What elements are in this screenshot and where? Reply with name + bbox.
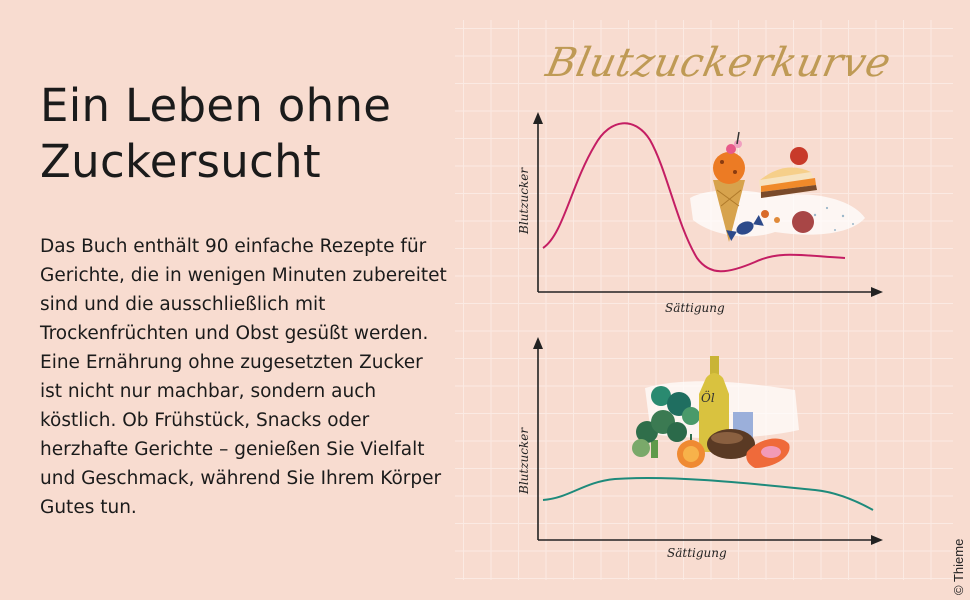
page-title: Ein Leben ohne Zuckersucht [40, 78, 450, 190]
sweets-illustration [690, 131, 865, 242]
bottom-x-axis-label: Sättigung [667, 546, 727, 560]
description-paragraph-1: Das Buch enthält 90 einfache Rezepte für… [40, 236, 447, 344]
top-y-arrow [533, 112, 543, 124]
healthy-food-illustration [632, 356, 799, 468]
title-line-2: Zuckersucht [40, 135, 321, 188]
bottom-y-axis-label: Blutzucker [517, 427, 531, 494]
cone-shape [713, 180, 745, 242]
candy-shape [726, 214, 764, 242]
bottom-x-arrow [871, 535, 883, 545]
oil-bottle-neck [710, 356, 719, 378]
illustration-title: Blutzuckerkurve [542, 40, 896, 86]
bottom-chart-axes [537, 345, 875, 541]
cake-shape [759, 147, 817, 198]
blood-sugar-illustration: Blutzuckerkurve Blutzucker Sättigung Blu… [455, 20, 953, 580]
oil-bottle-label: Öl [701, 391, 715, 405]
sugar-spike-curve [542, 122, 846, 273]
copyright-credit: © Thieme [951, 538, 966, 595]
top-x-arrow [871, 287, 883, 297]
top-y-axis-label: Blutzucker [517, 167, 531, 234]
top-x-axis-label: Sättigung [665, 301, 725, 315]
steady-blood-sugar-curve [542, 477, 874, 511]
description-text: Das Buch enthält 90 einfache Rezepte für… [40, 232, 450, 522]
description-paragraph-2: Eine Ernährung ohne zugesetzten Zucker i… [40, 352, 442, 518]
title-line-1: Ein Leben ohne [40, 79, 392, 132]
illustration-drawing [533, 112, 883, 545]
bottom-y-arrow [533, 337, 543, 349]
top-chart-axes [537, 120, 875, 293]
